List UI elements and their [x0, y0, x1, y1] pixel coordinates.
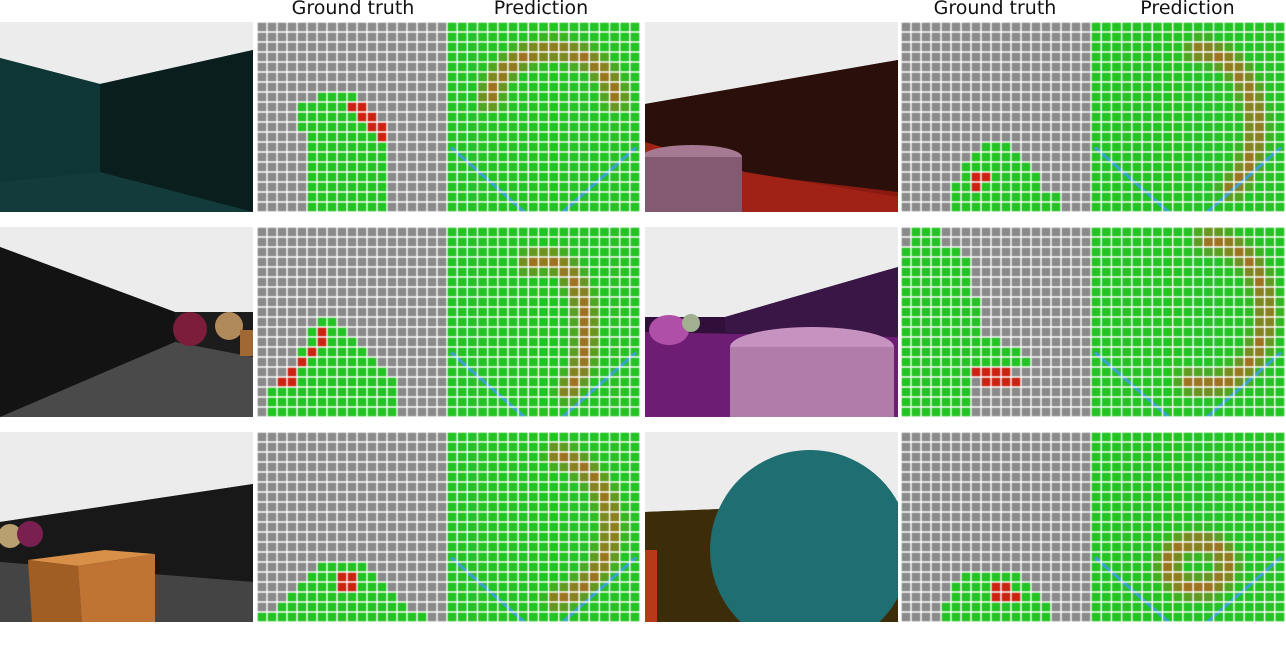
prediction-grid: [1091, 432, 1285, 622]
scene-image-row1-left: [0, 22, 253, 212]
prediction-map-row2-left: [447, 227, 640, 417]
header-ground-truth-right: Ground truth: [933, 0, 1057, 19]
prediction-grid: [1091, 227, 1285, 417]
prediction-map-row3-right: [1091, 432, 1285, 622]
prediction-grid: [447, 432, 640, 622]
scene-render: [0, 227, 253, 417]
ground-truth-grid: [901, 432, 1091, 622]
header-ground-truth-left: Ground truth: [291, 0, 415, 19]
ground-truth-map-row2-right: [901, 227, 1091, 417]
prediction-map-row1-right: [1091, 22, 1285, 212]
ground-truth-grid: [257, 227, 447, 417]
prediction-map-row1-left: [447, 22, 640, 212]
ground-truth-map-row3-left: [257, 432, 447, 622]
prediction-grid: [1091, 22, 1285, 212]
ground-truth-map-row1-left: [257, 22, 447, 212]
scene-render: [645, 227, 898, 417]
prediction-grid: [447, 22, 640, 212]
ground-truth-grid: [257, 22, 447, 212]
ground-truth-grid: [901, 22, 1091, 212]
prediction-map-row3-left: [447, 432, 640, 622]
scene-image-row2-left: [0, 227, 253, 417]
scene-render: [645, 432, 898, 622]
ground-truth-map-row3-right: [901, 432, 1091, 622]
scene-image-row2-right: [645, 227, 898, 417]
scene-render: [645, 22, 898, 212]
header-prediction-left: Prediction: [493, 0, 589, 19]
scene-image-row3-right: [645, 432, 898, 622]
ground-truth-map-row1-right: [901, 22, 1091, 212]
scene-image-row1-right: [645, 22, 898, 212]
header-prediction-right: Prediction: [1140, 0, 1235, 19]
ground-truth-map-row2-left: [257, 227, 447, 417]
scene-render: [0, 22, 253, 212]
ground-truth-grid: [257, 432, 447, 622]
prediction-map-row2-right: [1091, 227, 1285, 417]
ground-truth-grid: [901, 227, 1091, 417]
scene-render: [0, 432, 253, 622]
scene-image-row3-left: [0, 432, 253, 622]
prediction-grid: [447, 227, 640, 417]
